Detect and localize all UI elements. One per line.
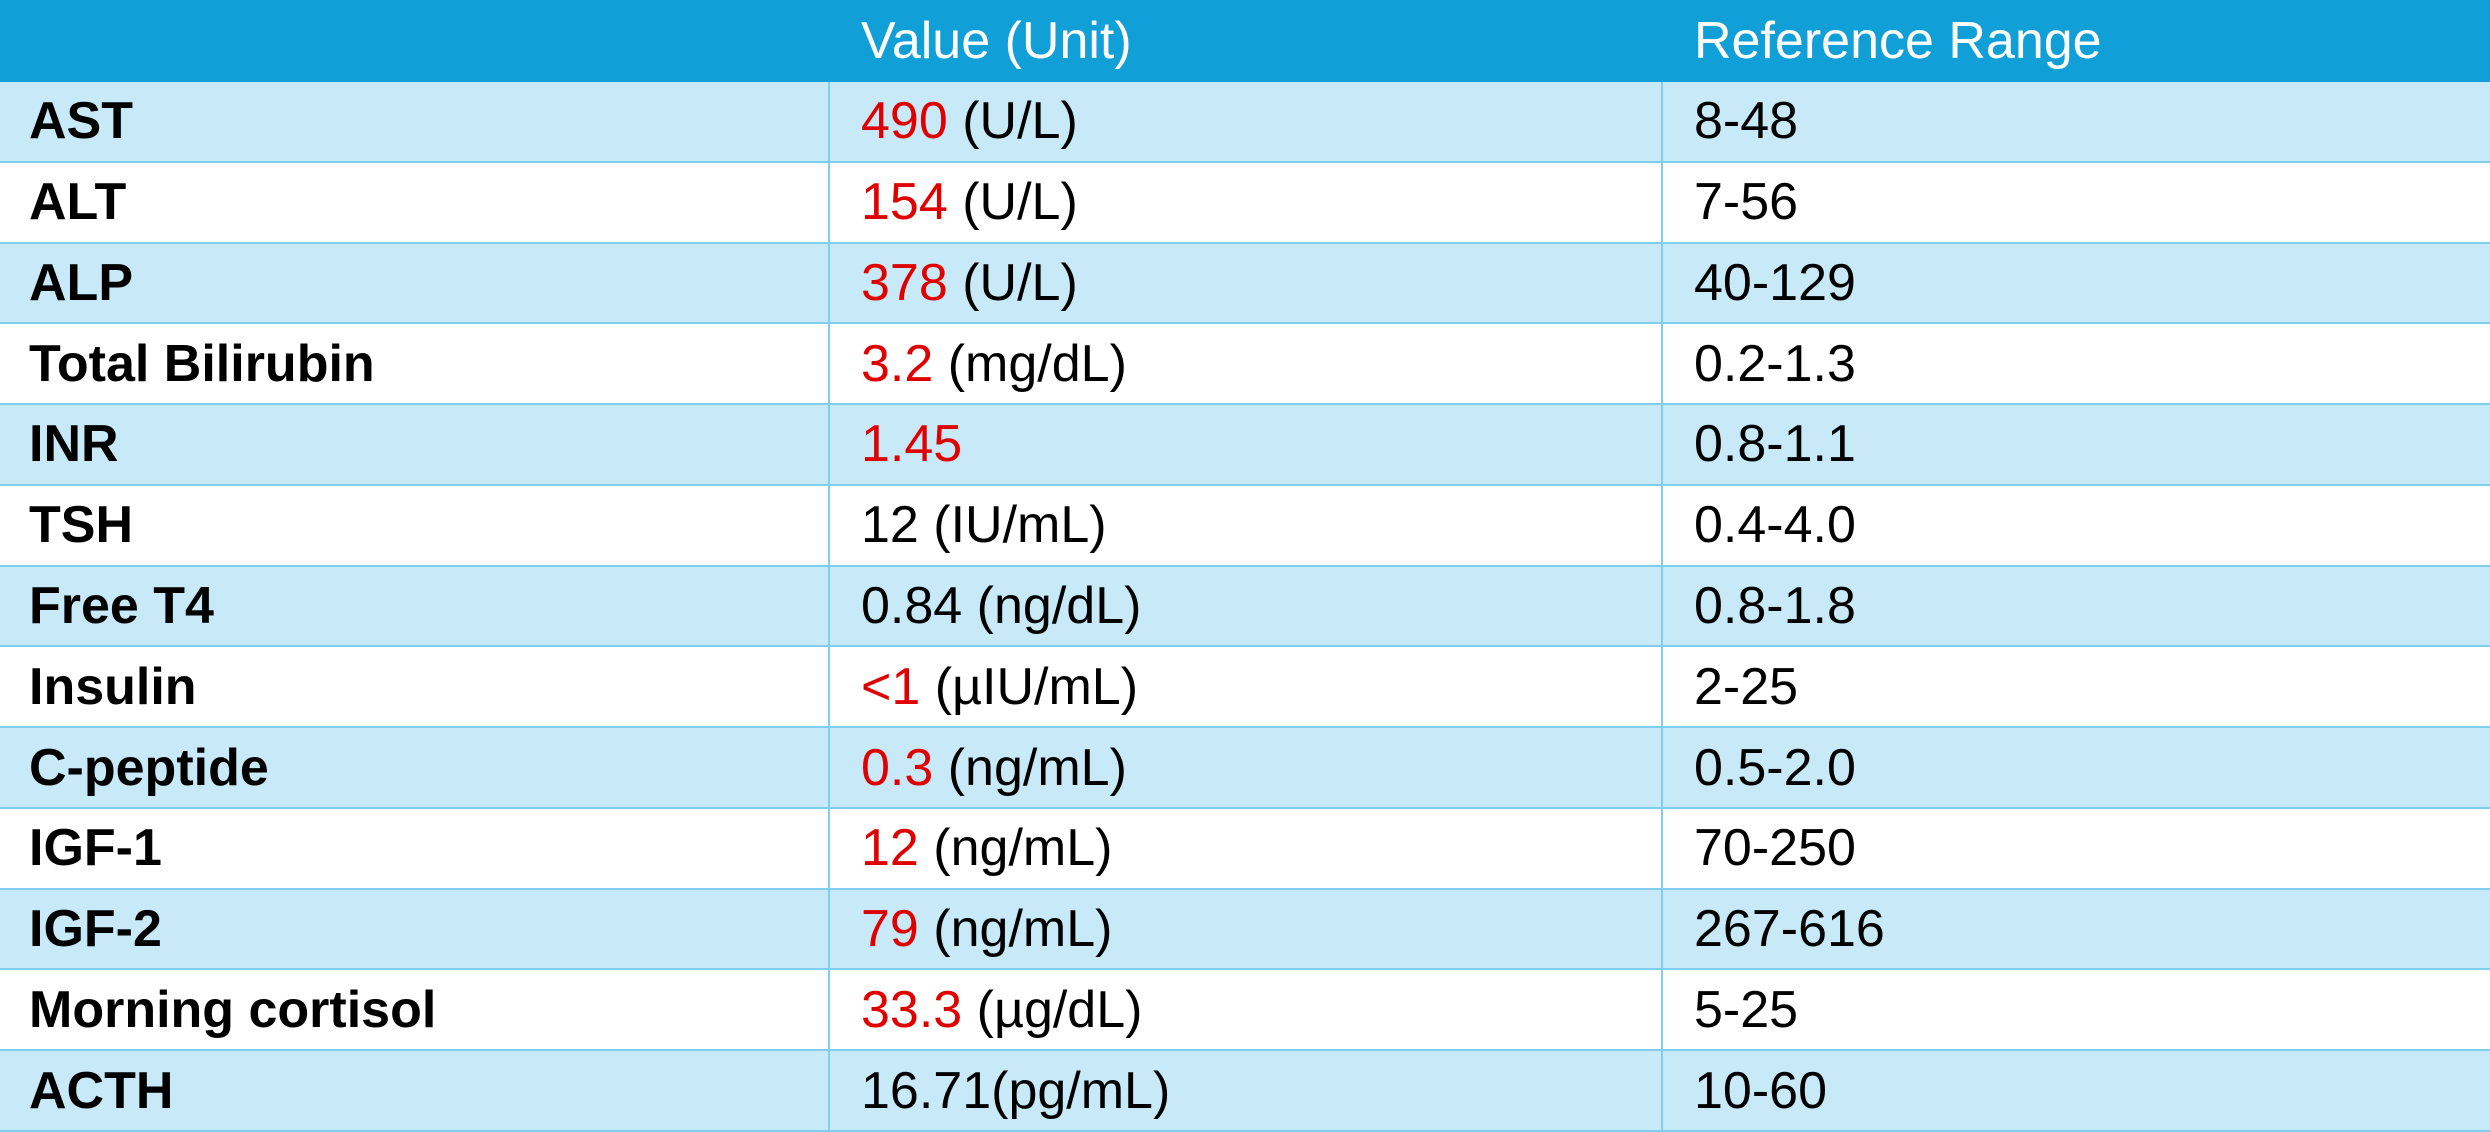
result-unit: (IU/mL) — [918, 496, 1107, 555]
test-name: IGF-2 — [29, 900, 162, 959]
reference-range: 8-48 — [1694, 92, 1799, 151]
reference-range: 2-25 — [1694, 657, 1799, 716]
result-value: <1 — [861, 657, 921, 716]
header-label: Value (Unit) — [861, 12, 1132, 70]
result-value: 490 — [861, 92, 948, 151]
test-name: ALT — [29, 173, 127, 232]
test-cell: AST — [0, 82, 830, 163]
value-cell: 12 (ng/mL) — [830, 808, 1663, 890]
range-cell: 2-25 — [1663, 647, 2490, 729]
range-cell: 10-60 — [1663, 1051, 2490, 1132]
result-unit: (pg/mL) — [991, 1061, 1171, 1120]
result-unit: (ng/mL) — [918, 819, 1113, 878]
result-unit: (U/L) — [947, 173, 1078, 232]
test-cell: ACTH — [0, 1051, 830, 1132]
range-cell: 0.4-4.0 — [1663, 485, 2490, 567]
test-name: Total Bilirubin — [29, 334, 375, 393]
range-cell: 5-25 — [1663, 970, 2490, 1052]
result-value: 12 — [861, 496, 919, 555]
test-name: AST — [29, 92, 133, 151]
value-cell: 490 (U/L) — [830, 82, 1663, 163]
value-cell: 1.45 — [830, 405, 1663, 486]
result-unit: (µIU/mL) — [920, 657, 1139, 716]
header-cell — [0, 0, 830, 82]
result-unit: (U/L) — [947, 92, 1078, 151]
reference-range: 7-56 — [1694, 173, 1799, 232]
test-name: ACTH — [29, 1061, 174, 1120]
test-cell: IGF-1 — [0, 808, 830, 890]
result-value: 154 — [861, 173, 948, 232]
reference-range: 267-616 — [1694, 900, 1885, 959]
result-value: 33.3 — [861, 980, 963, 1039]
reference-range: 0.8-1.8 — [1694, 576, 1856, 635]
header-cell: Reference Range — [1663, 0, 2490, 82]
result-value: 378 — [861, 253, 948, 312]
test-name: TSH — [29, 496, 133, 555]
value-cell: 154 (U/L) — [830, 162, 1663, 244]
test-name: Insulin — [29, 657, 197, 716]
test-name: C-peptide — [29, 738, 269, 797]
reference-range: 0.4-4.0 — [1694, 496, 1856, 555]
range-cell: 8-48 — [1663, 82, 2490, 163]
range-cell: 0.2-1.3 — [1663, 324, 2490, 406]
test-cell: ALP — [0, 243, 830, 325]
result-value: 16.71 — [861, 1061, 992, 1120]
reference-range: 40-129 — [1694, 253, 1856, 312]
result-unit: (ng/mL) — [918, 900, 1113, 959]
range-cell: 0.8-1.1 — [1663, 405, 2490, 486]
result-value: 0.3 — [861, 738, 934, 797]
test-cell: Free T4 — [0, 566, 830, 648]
test-cell: TSH — [0, 485, 830, 567]
value-cell: 0.3 (ng/mL) — [830, 728, 1663, 809]
result-unit: (ng/mL) — [933, 738, 1127, 797]
range-cell: 0.8-1.8 — [1663, 566, 2490, 648]
value-cell: <1 (µIU/mL) — [830, 647, 1663, 729]
header-cell: Value (Unit) — [830, 0, 1663, 82]
reference-range: 0.8-1.1 — [1694, 415, 1856, 474]
result-value: 1.45 — [861, 415, 963, 474]
test-cell: Morning cortisol — [0, 970, 830, 1052]
range-cell: 267-616 — [1663, 889, 2490, 971]
range-cell: 70-250 — [1663, 808, 2490, 890]
test-cell: INR — [0, 405, 830, 486]
value-cell: 33.3 (µg/dL) — [830, 970, 1663, 1052]
reference-range: 70-250 — [1694, 819, 1856, 878]
value-cell: 3.2 (mg/dL) — [830, 324, 1663, 406]
range-cell: 7-56 — [1663, 162, 2490, 244]
test-cell: Total Bilirubin — [0, 324, 830, 406]
result-value: 3.2 — [861, 334, 934, 393]
range-cell: 0.5-2.0 — [1663, 728, 2490, 809]
value-cell: 0.84 (ng/dL) — [830, 566, 1663, 648]
test-cell: C-peptide — [0, 728, 830, 809]
value-cell: 12 (IU/mL) — [830, 485, 1663, 567]
header-label: Reference Range — [1694, 12, 2102, 70]
reference-range: 0.5-2.0 — [1694, 738, 1856, 797]
test-name: INR — [29, 415, 119, 474]
value-cell: 378 (U/L) — [830, 243, 1663, 325]
reference-range: 0.2-1.3 — [1694, 334, 1856, 393]
test-cell: Insulin — [0, 647, 830, 729]
test-name: Morning cortisol — [29, 980, 437, 1039]
result-unit: (µg/dL) — [962, 980, 1143, 1039]
reference-range: 10-60 — [1694, 1061, 1827, 1120]
test-name: ALP — [29, 253, 133, 312]
test-cell: ALT — [0, 162, 830, 244]
test-cell: IGF-2 — [0, 889, 830, 971]
range-cell: 40-129 — [1663, 243, 2490, 325]
value-cell: 16.71 (pg/mL) — [830, 1051, 1663, 1132]
result-unit: (mg/dL) — [933, 334, 1127, 393]
result-value: 0.84 — [861, 576, 963, 635]
result-value: 12 — [861, 819, 919, 878]
result-value: 79 — [861, 900, 919, 959]
test-name: IGF-1 — [29, 819, 162, 878]
value-cell: 79 (ng/mL) — [830, 889, 1663, 971]
result-unit: (ng/dL) — [962, 576, 1142, 635]
test-name: Free T4 — [29, 576, 214, 635]
reference-range: 5-25 — [1694, 980, 1799, 1039]
result-unit: (U/L) — [947, 253, 1078, 312]
